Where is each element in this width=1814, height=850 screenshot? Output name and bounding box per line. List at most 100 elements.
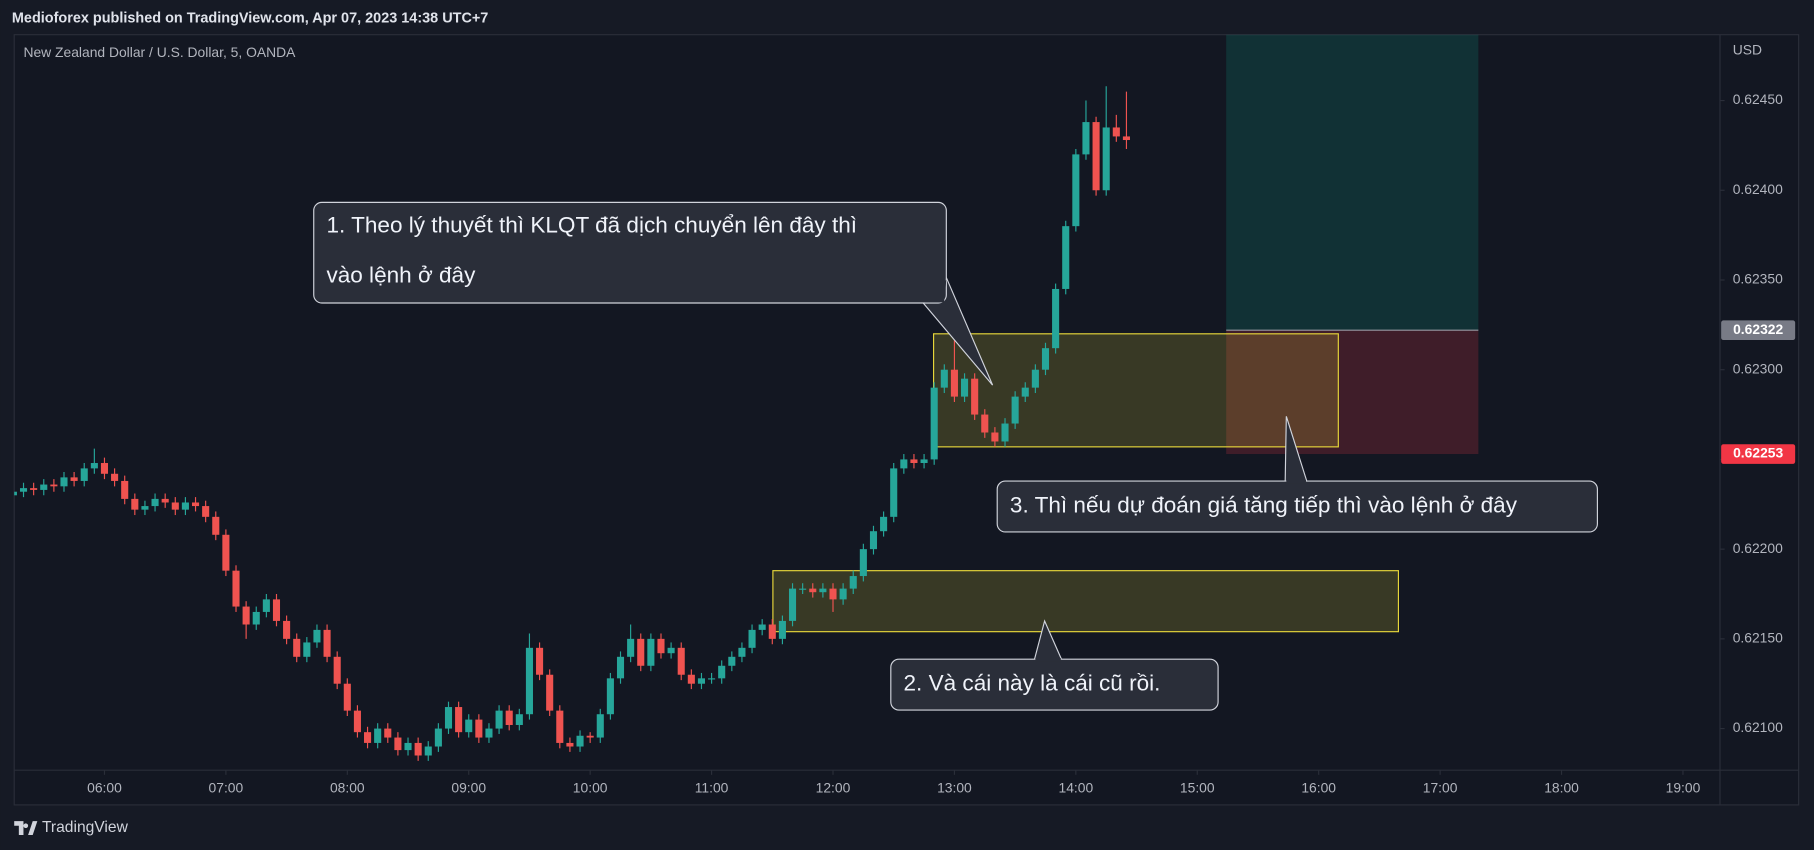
candle-body bbox=[869, 531, 878, 550]
candle-body bbox=[829, 588, 837, 600]
candle-body bbox=[40, 484, 48, 490]
candle-body bbox=[637, 638, 645, 666]
candle-body bbox=[950, 369, 958, 397]
candle-body bbox=[900, 459, 908, 469]
candle-body bbox=[262, 599, 270, 612]
candle-body bbox=[586, 735, 594, 738]
candle-body bbox=[809, 588, 817, 593]
x-tick-label: 06:00 bbox=[87, 779, 122, 795]
candle-body bbox=[343, 683, 351, 711]
candle-body bbox=[242, 606, 250, 625]
callout-tail bbox=[1033, 619, 1063, 661]
y-tick-label: 0.62300 bbox=[1733, 360, 1783, 376]
x-tick-label: 12:00 bbox=[816, 779, 851, 795]
y-tick-label: 0.62200 bbox=[1733, 540, 1783, 556]
candle-body bbox=[202, 506, 210, 517]
candle-body bbox=[627, 638, 635, 657]
candle-body bbox=[1102, 127, 1110, 191]
currency: USD bbox=[1733, 42, 1762, 58]
plot bbox=[14, 34, 1479, 761]
candle-body bbox=[778, 620, 786, 639]
candle-body bbox=[465, 719, 473, 733]
candle-body bbox=[191, 502, 200, 507]
candle-body bbox=[1112, 127, 1120, 137]
callout-tail-fill bbox=[1035, 658, 1061, 662]
callout: 3. Thì nếu dự đoán giá tăng tiếp thì vào… bbox=[996, 416, 1598, 533]
candle-body bbox=[768, 624, 776, 639]
candle-body bbox=[131, 498, 139, 510]
candle-body bbox=[252, 611, 260, 625]
candle-body bbox=[353, 710, 361, 733]
candle-body bbox=[819, 588, 827, 593]
candle-body bbox=[849, 576, 857, 589]
candle-body bbox=[788, 588, 797, 621]
candle-body bbox=[647, 638, 655, 666]
candle-body bbox=[100, 463, 109, 474]
profit-area bbox=[1226, 34, 1479, 331]
callout-tail bbox=[1284, 416, 1308, 483]
candle-body bbox=[80, 468, 88, 481]
candle-body bbox=[1072, 154, 1080, 227]
candle-body bbox=[475, 719, 483, 738]
candle-body bbox=[171, 502, 179, 510]
callout-box bbox=[313, 201, 947, 304]
publisher: Medioforex published on TradingView.com,… bbox=[12, 10, 488, 26]
x-tick-label: 13:00 bbox=[937, 779, 972, 795]
callout-text: vào lệnh ở đây bbox=[326, 262, 476, 287]
x-tick-label: 19:00 bbox=[1666, 779, 1701, 795]
candle-body bbox=[60, 477, 68, 487]
candle-body bbox=[232, 570, 240, 607]
candle-body bbox=[222, 534, 230, 571]
candle-body bbox=[920, 459, 928, 464]
callout-text: 1. Theo lý thuyết thì KLQT đã dịch chuyể… bbox=[326, 213, 857, 238]
candle-body bbox=[485, 728, 493, 738]
candle-body bbox=[859, 549, 867, 577]
candle-body bbox=[515, 714, 523, 725]
price-tag-label: 0.62322 bbox=[1733, 321, 1783, 337]
candle-body bbox=[910, 459, 918, 464]
candle-body bbox=[728, 656, 736, 666]
callout: 2. Và cái này là cái cũ rồi. bbox=[890, 619, 1219, 711]
candle-body bbox=[596, 714, 604, 738]
x-tick-label: 08:00 bbox=[330, 779, 365, 795]
candle-body bbox=[384, 728, 392, 738]
candle-body bbox=[50, 484, 58, 487]
candle-body bbox=[404, 742, 412, 751]
candle-body bbox=[19, 488, 28, 492]
candle-body bbox=[1001, 423, 1009, 442]
candle-body bbox=[30, 488, 38, 490]
candle-body bbox=[505, 710, 513, 725]
candle-body bbox=[687, 674, 695, 684]
callout-tail-fill bbox=[1286, 479, 1306, 484]
candle-body bbox=[546, 674, 554, 711]
candle-body bbox=[444, 707, 453, 729]
candle-body bbox=[748, 629, 756, 648]
callout-tail bbox=[922, 277, 994, 386]
price-tag bbox=[1721, 444, 1796, 464]
candle-body bbox=[1092, 122, 1100, 191]
candle-body bbox=[991, 432, 999, 442]
x-tick-label: 18:00 bbox=[1544, 779, 1579, 795]
zone bbox=[933, 333, 1339, 448]
candle-body bbox=[880, 516, 888, 532]
candle-body bbox=[738, 647, 746, 657]
y-tick-label: 0.62350 bbox=[1733, 271, 1783, 287]
candle-body bbox=[151, 498, 159, 507]
candle-body bbox=[799, 588, 807, 590]
candle-body bbox=[283, 620, 291, 639]
axes: 0.621000.621500.622000.622500.623000.623… bbox=[87, 91, 1796, 795]
candle-body bbox=[424, 746, 432, 756]
candle-body bbox=[667, 647, 675, 654]
candle-body bbox=[961, 378, 969, 397]
candle-body bbox=[141, 506, 149, 510]
candle-body bbox=[414, 742, 422, 756]
price-tag bbox=[1721, 320, 1796, 341]
x-tick-label: 14:00 bbox=[1059, 779, 1094, 795]
candle-body bbox=[1031, 369, 1039, 388]
loss-area bbox=[1226, 330, 1479, 455]
candle-body bbox=[293, 638, 301, 657]
zone bbox=[772, 570, 1400, 633]
candle-body bbox=[1082, 122, 1090, 155]
